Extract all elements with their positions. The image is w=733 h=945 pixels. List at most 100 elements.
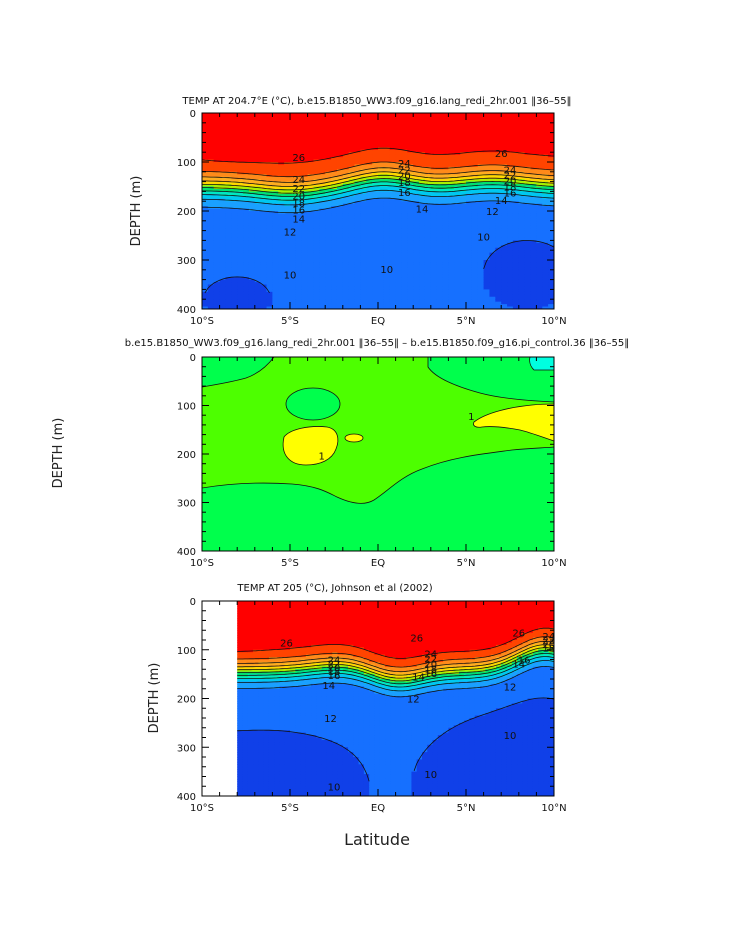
contour-label: 12 (407, 695, 420, 706)
x-tick-label: 10°N (541, 316, 566, 327)
contour-label: 24 (504, 165, 517, 176)
panel-2-title: b.e15.B1850_WW3.f09_g16.lang_redi_2hr.00… (125, 338, 630, 349)
y-tick-label: 200 (177, 207, 196, 218)
contour-label: 14 (495, 196, 508, 207)
contour-label: 14 (292, 214, 305, 225)
contour-label: 26 (292, 153, 305, 164)
panel-1-title: TEMP AT 204.7°E (°C), b.e15.B1850_WW3.f0… (181, 96, 571, 107)
contour-label: 24 (328, 656, 341, 667)
y-tick-label: 0 (190, 597, 196, 608)
diff-warm-patch-left (282, 426, 339, 466)
x-tick-label: 5°S (281, 558, 299, 569)
contour-label: 16 (518, 656, 531, 667)
contour-label: 26 (410, 634, 423, 645)
contour-line-26 (237, 636, 554, 668)
panel-3-ylabel: DEPTH (m) (147, 663, 162, 734)
contour-label: 16 (424, 669, 437, 680)
y-tick-label: 300 (177, 743, 196, 754)
panel-3-title: TEMP AT 205 (°C), Johnson et al (2002) (236, 583, 432, 594)
contour-line-14 (202, 185, 554, 201)
contour-label: 16 (328, 671, 341, 682)
panel-1-contour-labels: 2624222018161412101024222018161426242220… (284, 149, 517, 282)
contour-label: 12 (284, 228, 297, 239)
contour-label: 22 (542, 636, 555, 647)
contour-label: 14 (322, 681, 335, 692)
contour-line-8 (204, 240, 554, 294)
contour-line-14 (237, 656, 554, 688)
contour-label: 20 (504, 177, 517, 188)
panel-3-x-axis: 10°S 5°S EQ 5°N 10°N (190, 601, 567, 814)
contour-label: 14 (412, 673, 425, 684)
contour-label: 26 (495, 149, 508, 160)
contour-line-16 (202, 181, 554, 197)
contour-label: 26 (512, 629, 525, 640)
contour-label: 1 (468, 412, 474, 423)
contour-label: 18 (328, 667, 341, 678)
contour-line-18 (202, 178, 554, 194)
y-tick-label: 200 (177, 695, 196, 706)
contour-line-26 (202, 161, 554, 178)
y-tick-label: 400 (177, 547, 196, 558)
y-tick-label: 400 (177, 305, 196, 316)
x-tick-label: 10°N (541, 558, 566, 569)
contour-label: 14 (416, 205, 429, 216)
contour-label: 10 (477, 233, 490, 244)
contour-label: 20 (328, 663, 341, 674)
panel-3: TEMP AT 205 (°C), Johnson et al (2002) 2… (147, 583, 567, 814)
contour-label: 18 (292, 199, 305, 210)
contour-label: 12 (504, 682, 517, 693)
diff-cool-patch (285, 387, 341, 421)
y-tick-label: 0 (190, 109, 196, 120)
contour-label: 16 (504, 188, 517, 199)
diff-cool-region-lower (202, 446, 554, 551)
contour-label: 10 (284, 271, 297, 282)
contour-label: 16 (292, 206, 305, 217)
panel-3-y-axis: 0 100 200 300 400 (177, 597, 554, 803)
panel-1-plot (202, 113, 554, 309)
panel-2-ylabel: DEPTH (m) (51, 418, 66, 489)
contour-line-12 (202, 189, 554, 206)
panel-2-plot (202, 357, 554, 551)
x-tick-label: 5°S (281, 316, 299, 327)
contour-line-28 (202, 147, 554, 164)
diff-cyan-patch (529, 357, 554, 371)
x-tick-label: 5°N (457, 316, 476, 327)
contour-label: 22 (504, 171, 517, 182)
contour-label: 12 (324, 714, 337, 725)
x-tick-label: 10°S (190, 558, 214, 569)
contour-label: 18 (398, 178, 411, 189)
y-tick-label: 0 (190, 353, 196, 364)
contour-label: 24 (292, 175, 305, 186)
y-tick-label: 100 (177, 646, 196, 657)
diff-cool-region-right (427, 357, 554, 403)
contour-label: 24 (398, 159, 411, 170)
y-tick-label: 300 (177, 256, 196, 267)
contour-label: 22 (292, 184, 305, 195)
diff-warm-patch-small (344, 433, 364, 443)
panel-1-x-axis: 10°S 5°S EQ 5°N 10°N (190, 113, 567, 327)
diff-cool-region-upper (202, 357, 275, 388)
panel-1: TEMP AT 204.7°E (°C), b.e15.B1850_WW3.f0… (129, 96, 572, 327)
contour-line-12 (237, 660, 554, 692)
contour-line-18 (237, 650, 554, 682)
contour-label: 18 (504, 183, 517, 194)
contour-label: 14 (512, 659, 525, 670)
contour-line-24 (202, 167, 554, 183)
contour-label: 24 (542, 632, 555, 643)
diff-warm-patch-right (473, 403, 554, 442)
x-tick-label: 5°S (281, 803, 299, 814)
contour-label: 18 (542, 643, 555, 654)
contour-line-20 (202, 174, 554, 191)
contour-line-22 (237, 644, 554, 676)
contour-label: 20 (542, 640, 555, 651)
x-tick-label: 5°N (457, 558, 476, 569)
x-tick-label: 10°S (190, 316, 214, 327)
contour-line-20 (237, 647, 554, 679)
y-tick-label: 100 (177, 158, 196, 169)
contour-label: 22 (424, 655, 437, 666)
x-tick-label: EQ (371, 803, 385, 814)
contour-label: 10 (380, 265, 393, 276)
x-tick-label: EQ (371, 316, 385, 327)
